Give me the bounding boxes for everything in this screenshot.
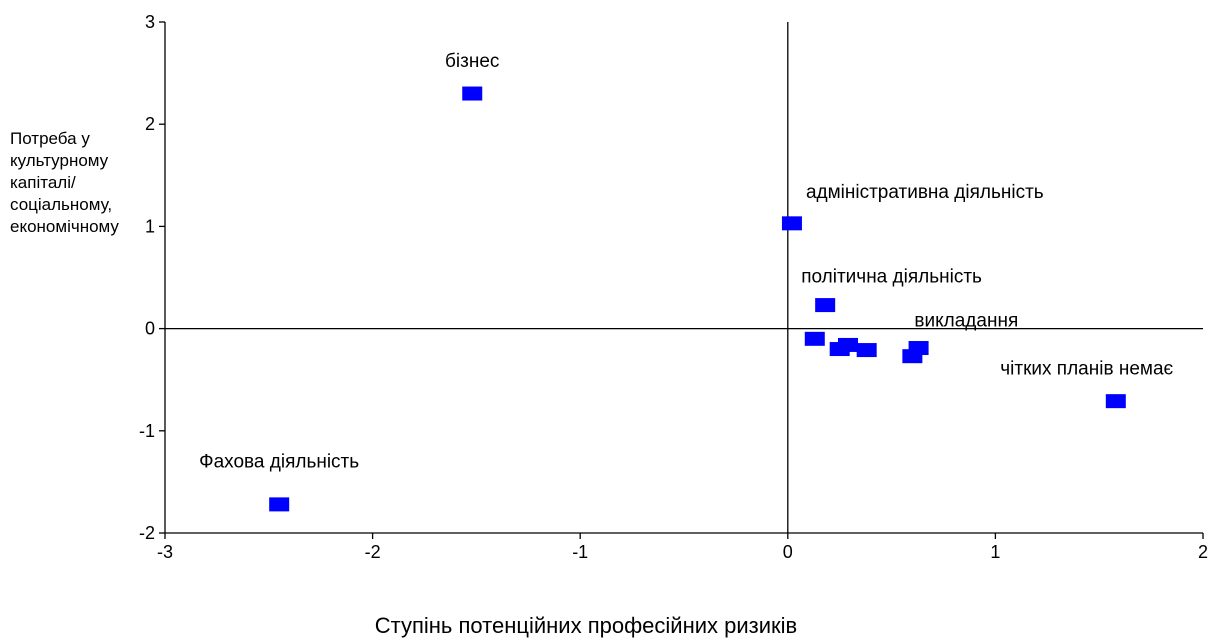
point-label: Фахова діяльність bbox=[199, 452, 359, 473]
data-point bbox=[908, 341, 929, 356]
x-axis-label: Ступінь потенційних професійних ризиків bbox=[374, 613, 798, 638]
data-point bbox=[815, 298, 836, 313]
plot-frame bbox=[164, 22, 1203, 534]
x-tick-label: -1 bbox=[572, 542, 588, 562]
point-label: політична діяльність bbox=[801, 267, 982, 288]
x-tick-label: 0 bbox=[783, 542, 793, 562]
y-axis-label-line: капіталі/ bbox=[10, 173, 76, 192]
x-tick-label: 1 bbox=[990, 542, 1000, 562]
data-point bbox=[462, 86, 483, 101]
data-point bbox=[838, 337, 859, 352]
y-axis-label-line: економічному bbox=[10, 217, 119, 236]
point-label: чітких планів немає bbox=[1000, 359, 1173, 380]
y-tick-label: -1 bbox=[139, 421, 155, 441]
y-axis-label-line: соціальному, bbox=[10, 195, 113, 214]
y-axis-label-line: культурному bbox=[10, 151, 109, 170]
x-tick-label: -3 bbox=[157, 542, 173, 562]
x-tick-label: 2 bbox=[1198, 542, 1208, 562]
point-label: викладання bbox=[914, 311, 1018, 332]
x-tick-label: -2 bbox=[365, 542, 381, 562]
data-point bbox=[269, 497, 290, 512]
data-point bbox=[781, 216, 802, 231]
y-axis-label-line: Потреба у bbox=[10, 129, 90, 148]
y-tick-label: -2 bbox=[139, 523, 155, 543]
data-point bbox=[856, 343, 877, 358]
y-axis-label: Потреба у культурному капіталі/ соціальн… bbox=[10, 128, 160, 238]
y-tick-label: 1 bbox=[145, 216, 155, 236]
data-point bbox=[1105, 394, 1126, 409]
y-tick-label: 3 bbox=[145, 12, 155, 32]
data-points bbox=[269, 86, 1126, 512]
data-point bbox=[804, 331, 825, 346]
y-tick-label: 2 bbox=[145, 114, 155, 134]
point-label: бізнес bbox=[445, 51, 499, 72]
point-labels: бізнес адміністративна діяльність політичн… bbox=[199, 51, 1173, 473]
point-label: адміністративна діяльність bbox=[806, 182, 1044, 203]
y-tick-label: 0 bbox=[145, 319, 155, 339]
